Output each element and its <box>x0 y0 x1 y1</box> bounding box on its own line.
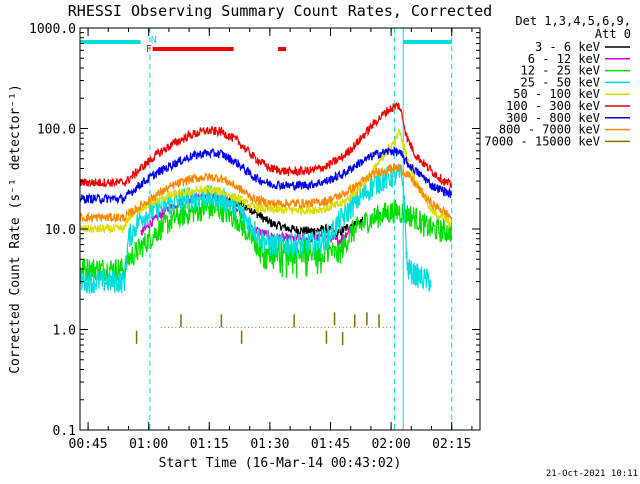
legend-label: 3 - 6 keV <box>535 40 600 54</box>
x-tick-label: 01:00 <box>129 437 168 452</box>
legend-label: 300 - 800 keV <box>506 111 600 125</box>
flare-bar <box>152 47 234 51</box>
y-axis-label: Corrected Count Rate (s⁻¹ detector⁻¹) <box>8 84 23 374</box>
series-line <box>79 101 452 189</box>
legend-header: Det 1,3,4,5,6,9, <box>515 14 631 28</box>
state-marker-text: N <box>151 35 157 46</box>
series-line <box>79 163 432 294</box>
saa-bar <box>80 40 141 44</box>
chart-title: RHESSI Observing Summary Count Rates, Co… <box>68 2 492 20</box>
legend-label: 7000 - 15000 keV <box>484 134 600 148</box>
series-line <box>79 146 452 205</box>
state-marker-text: F <box>146 44 152 55</box>
flare-bar <box>277 47 287 51</box>
y-tick-label: 10.0 <box>45 223 76 238</box>
legend-label: 12 - 25 keV <box>521 64 600 78</box>
legend-label: 25 - 50 keV <box>521 75 600 89</box>
series-line <box>79 163 452 224</box>
state-bars: FN <box>80 35 452 55</box>
y-tick-label: 1000.0 <box>29 22 76 37</box>
series-line <box>79 198 452 282</box>
y-tick-label: 1.0 <box>53 324 76 339</box>
x-tick-label: 01:45 <box>311 437 350 452</box>
x-tick-label: 01:30 <box>250 437 289 452</box>
legend-label: 100 - 300 keV <box>506 99 600 113</box>
y-tick-label: 100.0 <box>37 123 76 138</box>
y-tick-label: 0.1 <box>53 424 76 439</box>
axes-ticks: 0.1 1.0 10.0 100.0 1000.0 00:45 01:00 01:15 01:3… <box>29 22 480 452</box>
date-stamp: 21-Oct-2021 10:11 <box>546 469 638 479</box>
x-tick-label: 00:45 <box>69 437 108 452</box>
x-tick-label: 02:15 <box>432 437 471 452</box>
legend-label: 6 - 12 keV <box>528 52 600 66</box>
legend-label: 800 - 7000 keV <box>499 123 600 137</box>
series-layer <box>79 101 452 346</box>
legend-label: 50 - 100 keV <box>513 87 600 101</box>
x-tick-label: 02:00 <box>372 437 411 452</box>
saa-bar <box>403 40 452 44</box>
legend-header: Att 0 <box>595 27 631 41</box>
x-axis-label: Start Time (16-Mar-14 00:43:02) <box>159 456 402 471</box>
x-tick-label: 01:15 <box>190 437 229 452</box>
